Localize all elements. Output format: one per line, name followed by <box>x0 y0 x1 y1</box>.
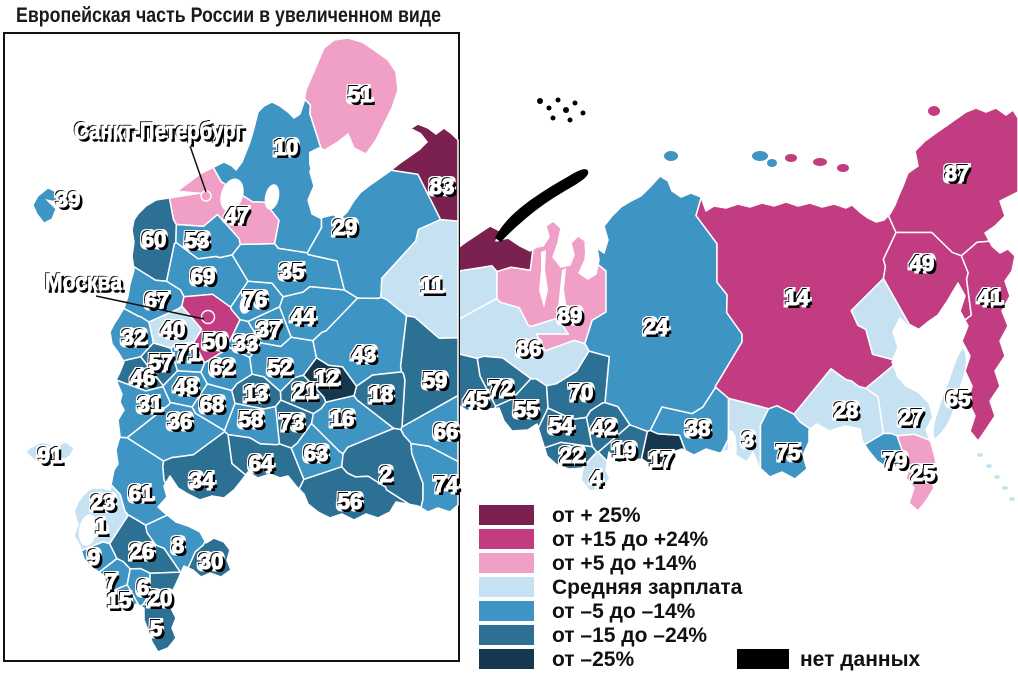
svg-text:29: 29 <box>333 215 357 240</box>
svg-text:83: 83 <box>430 174 454 199</box>
svg-text:74: 74 <box>434 472 459 497</box>
svg-text:57: 57 <box>149 350 173 375</box>
svg-text:63: 63 <box>304 441 328 466</box>
svg-text:34: 34 <box>190 468 215 493</box>
svg-text:Европейская часть России в уве: Европейская часть России в увеличенном в… <box>16 4 441 27</box>
svg-text:33: 33 <box>234 331 258 356</box>
svg-text:79: 79 <box>883 448 907 473</box>
svg-text:7: 7 <box>105 569 117 594</box>
svg-text:35: 35 <box>280 259 304 284</box>
svg-text:38: 38 <box>686 416 710 441</box>
svg-text:51: 51 <box>348 82 372 107</box>
svg-text:48: 48 <box>174 374 198 399</box>
svg-text:39: 39 <box>56 187 80 212</box>
svg-text:49: 49 <box>910 251 934 276</box>
svg-text:31: 31 <box>138 392 162 417</box>
svg-text:76: 76 <box>243 287 267 312</box>
svg-text:6: 6 <box>137 575 149 600</box>
svg-text:69: 69 <box>191 264 215 289</box>
svg-text:66: 66 <box>434 419 458 444</box>
svg-text:52: 52 <box>268 355 292 380</box>
svg-text:42: 42 <box>592 415 616 440</box>
svg-text:62: 62 <box>210 355 234 380</box>
svg-text:25: 25 <box>911 461 935 486</box>
svg-text:от –5 до –14%: от –5 до –14% <box>552 600 696 623</box>
svg-text:от +15 до +24%: от +15 до +24% <box>552 528 708 551</box>
svg-text:5: 5 <box>150 616 162 641</box>
svg-text:40: 40 <box>161 317 185 342</box>
svg-text:от +5 до +14%: от +5 до +14% <box>552 552 697 575</box>
svg-text:36: 36 <box>168 409 192 434</box>
svg-text:28: 28 <box>834 398 858 423</box>
svg-text:72: 72 <box>489 376 513 401</box>
svg-text:86: 86 <box>517 336 541 361</box>
svg-text:41: 41 <box>978 285 1002 310</box>
svg-text:8: 8 <box>172 533 184 558</box>
svg-text:Москва: Москва <box>45 269 123 296</box>
svg-text:71: 71 <box>176 341 200 366</box>
svg-text:27: 27 <box>899 405 923 430</box>
svg-text:3: 3 <box>742 427 754 452</box>
svg-text:от + 25%: от + 25% <box>552 504 641 527</box>
svg-text:17: 17 <box>649 447 673 472</box>
svg-text:61: 61 <box>129 481 153 506</box>
svg-text:87: 87 <box>945 161 969 186</box>
svg-text:2: 2 <box>380 462 392 487</box>
svg-text:59: 59 <box>423 368 447 393</box>
svg-text:от –25%: от –25% <box>552 648 634 671</box>
svg-text:43: 43 <box>352 342 376 367</box>
svg-text:1: 1 <box>95 514 107 539</box>
svg-text:19: 19 <box>612 438 636 463</box>
svg-text:16: 16 <box>330 406 354 431</box>
svg-text:11: 11 <box>420 273 443 298</box>
svg-text:44: 44 <box>291 304 316 329</box>
svg-text:58: 58 <box>239 407 263 432</box>
svg-text:45: 45 <box>464 387 488 412</box>
svg-text:32: 32 <box>122 325 146 350</box>
svg-text:54: 54 <box>549 413 574 438</box>
svg-text:22: 22 <box>560 443 584 468</box>
svg-text:75: 75 <box>776 440 800 465</box>
svg-text:53: 53 <box>185 228 209 253</box>
svg-text:68: 68 <box>200 392 224 417</box>
svg-text:30: 30 <box>199 549 223 574</box>
svg-text:89: 89 <box>558 303 582 328</box>
svg-text:14: 14 <box>785 285 810 310</box>
svg-text:9: 9 <box>88 545 100 570</box>
svg-text:91: 91 <box>38 443 62 468</box>
svg-text:15: 15 <box>107 588 131 613</box>
svg-text:60: 60 <box>142 227 166 252</box>
svg-text:64: 64 <box>249 451 274 476</box>
svg-text:21: 21 <box>293 379 317 404</box>
svg-text:от –15 до –24%: от –15 до –24% <box>552 624 707 647</box>
svg-text:Санкт-Петербург: Санкт-Петербург <box>74 118 244 145</box>
svg-text:13: 13 <box>244 381 268 406</box>
svg-text:нет данных: нет данных <box>800 648 921 671</box>
svg-text:26: 26 <box>130 539 154 564</box>
svg-text:47: 47 <box>225 203 249 228</box>
svg-text:70: 70 <box>569 380 593 405</box>
svg-text:10: 10 <box>274 135 298 160</box>
svg-text:37: 37 <box>257 317 281 342</box>
svg-text:50: 50 <box>203 329 227 354</box>
svg-text:55: 55 <box>514 397 538 422</box>
svg-text:65: 65 <box>946 386 970 411</box>
svg-text:20: 20 <box>148 586 172 611</box>
svg-text:46: 46 <box>131 365 155 390</box>
svg-text:24: 24 <box>644 314 669 339</box>
svg-text:56: 56 <box>338 489 362 514</box>
svg-text:73: 73 <box>280 410 304 435</box>
svg-text:4: 4 <box>590 466 603 491</box>
svg-text:12: 12 <box>315 366 339 391</box>
svg-text:Средняя зарплата: Средняя зарплата <box>552 576 743 599</box>
svg-text:18: 18 <box>369 382 393 407</box>
svg-text:23: 23 <box>91 490 115 515</box>
